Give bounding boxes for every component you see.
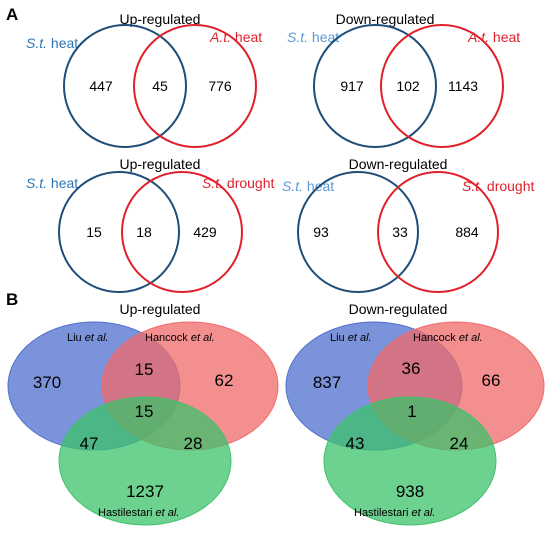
venn-b2-hastilestari-only: 938 bbox=[396, 482, 424, 501]
venn-a2-left-only: 917 bbox=[340, 78, 364, 94]
venn-b1-hastilestari-only: 1237 bbox=[126, 482, 164, 501]
venn-a2-right-circle bbox=[380, 24, 504, 148]
venn-a2-overlap: 102 bbox=[396, 78, 420, 94]
venn-a1-overlap: 45 bbox=[152, 78, 168, 94]
venn-b2-liu-only: 837 bbox=[313, 373, 341, 392]
venn-b1-hancock-only: 62 bbox=[215, 371, 234, 390]
panel-a-letter: A bbox=[6, 5, 18, 24]
venn-b1-liu-hastilestari: 47 bbox=[80, 434, 99, 453]
venn-b1-hancock-hastilestari: 28 bbox=[184, 434, 203, 453]
venn-a3: Up-regulated S.t. heat S.t. drought 15 1… bbox=[26, 156, 274, 293]
venn-a3-overlap: 18 bbox=[136, 224, 152, 240]
venn-a2-left-label: S.t. heat bbox=[287, 29, 339, 45]
venn-b1-liu-only: 370 bbox=[33, 373, 61, 392]
venn-a1-right-circle bbox=[133, 24, 257, 148]
venn-b2-hancock-hastilestari: 24 bbox=[450, 434, 469, 453]
venn-b2-all-three: 1 bbox=[407, 402, 416, 421]
venn-b2-hancock-label: Hancock et al. bbox=[413, 332, 483, 344]
venn-b2: Down-regulated Liu et al. Hancock et al.… bbox=[285, 301, 545, 526]
venn-a4-right-circle bbox=[377, 171, 499, 293]
venn-a3-right-circle bbox=[121, 171, 243, 293]
venn-a1-left-only: 447 bbox=[89, 78, 113, 94]
venn-a2-right-label: A.t. heat bbox=[467, 29, 520, 45]
venn-b2-title: Down-regulated bbox=[349, 301, 448, 317]
venn-a2-right-only: 1143 bbox=[448, 78, 478, 94]
venn-a3-title: Up-regulated bbox=[120, 156, 201, 172]
venn-a1-left-circle bbox=[63, 24, 187, 148]
venn-b1-hastilestari-label: Hastilestari et al. bbox=[98, 507, 179, 519]
venn-a2-left-circle bbox=[313, 24, 437, 148]
venn-a1-left-label: S.t. heat bbox=[26, 35, 78, 51]
venn-a4-left-only: 93 bbox=[313, 224, 329, 240]
venn-b1-liu-hancock: 15 bbox=[135, 360, 154, 379]
venn-b1-title: Up-regulated bbox=[120, 301, 201, 317]
venn-a3-left-circle bbox=[58, 171, 180, 293]
venn-a4-title: Down-regulated bbox=[349, 156, 448, 172]
venn-a1-title: Up-regulated bbox=[120, 11, 201, 27]
venn-b2-hastilestari-label: Hastilestari et al. bbox=[354, 507, 435, 519]
venn-a4-right-only: 884 bbox=[455, 224, 479, 240]
venn-a3-left-only: 15 bbox=[86, 224, 102, 240]
venn-b1: Up-regulated Liu et al. Hancock et al. H… bbox=[7, 301, 279, 526]
venn-a2: Down-regulated S.t. heat A.t. heat 917 1… bbox=[287, 11, 520, 148]
venn-a1: Up-regulated S.t. heat A.t. heat 447 45 … bbox=[26, 11, 262, 148]
venn-b2-liu-label: Liu et al. bbox=[330, 332, 372, 344]
venn-b2-hancock-only: 66 bbox=[482, 371, 501, 390]
venn-b2-liu-hancock: 36 bbox=[402, 359, 421, 378]
venn-a1-right-label: A.t. heat bbox=[209, 29, 262, 45]
venn-b1-hastilestari-ellipse bbox=[58, 396, 232, 526]
venn-a3-left-label: S.t. heat bbox=[26, 175, 78, 191]
venn-a4: Down-regulated S.t. heat S.t. drought 93… bbox=[282, 156, 534, 293]
venn-b1-hancock-label: Hancock et al. bbox=[145, 332, 215, 344]
venn-b2-liu-hastilestari: 43 bbox=[346, 434, 365, 453]
venn-a3-right-only: 429 bbox=[193, 224, 217, 240]
venn-b1-liu-label: Liu et al. bbox=[67, 332, 109, 344]
venn-a4-left-circle bbox=[297, 171, 419, 293]
venn-a3-right-label: S.t. drought bbox=[202, 175, 274, 191]
venn-a2-title: Down-regulated bbox=[336, 11, 435, 27]
venn-b1-all-three: 15 bbox=[135, 402, 154, 421]
venn-a1-right-only: 776 bbox=[208, 78, 232, 94]
venn-a4-right-label: S.t. drought bbox=[462, 178, 534, 194]
panel-b-letter: B bbox=[6, 290, 18, 309]
venn-a4-overlap: 33 bbox=[392, 224, 408, 240]
venn-b2-hastilestari-ellipse bbox=[323, 396, 497, 526]
